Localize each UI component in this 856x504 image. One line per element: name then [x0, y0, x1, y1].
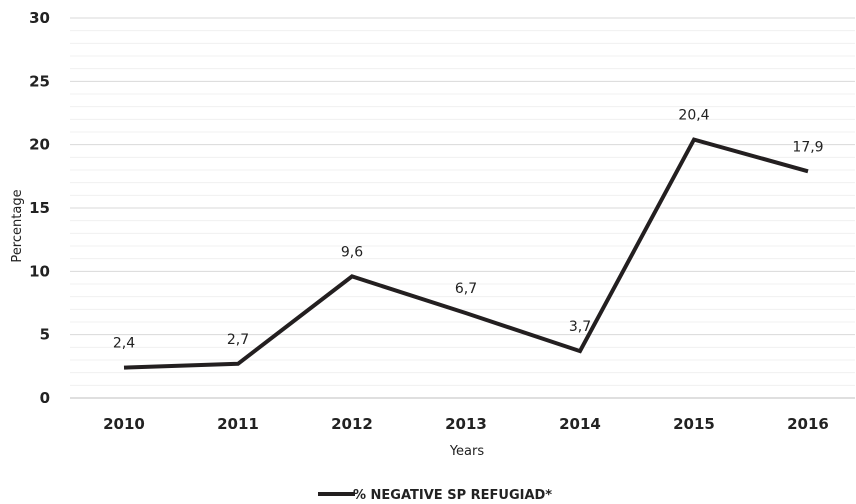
x-tick-label: 2013 — [445, 415, 487, 433]
y-axis-title: Percentage — [10, 189, 25, 262]
data-label: 20,4 — [678, 108, 709, 124]
legend: % NEGATIVE SP REFUGIAD* — [318, 488, 552, 503]
data-label: 2,7 — [227, 332, 249, 348]
data-label: 2,4 — [113, 336, 135, 352]
gridlines — [70, 17, 855, 386]
x-axis-title: Years — [449, 444, 485, 459]
y-tick-label: 15 — [29, 199, 50, 217]
y-tick-label: 10 — [29, 262, 50, 280]
x-tick-label: 2014 — [559, 415, 601, 433]
series-group — [123, 137, 809, 370]
legend-label: % NEGATIVE SP REFUGIAD* — [353, 488, 552, 503]
x-axis-ticks: 2010 2011 2012 2013 2014 2015 2016 — [103, 415, 829, 433]
data-label: 9,6 — [341, 244, 363, 260]
data-label: 17,9 — [792, 139, 823, 155]
x-tick-label: 2015 — [673, 415, 715, 433]
y-tick-label: 20 — [29, 136, 50, 154]
y-tick-label: 30 — [29, 9, 50, 27]
x-tick-label: 2016 — [787, 415, 829, 433]
data-label: 3,7 — [569, 319, 591, 335]
x-tick-label: 2011 — [217, 415, 259, 433]
series-line — [123, 137, 809, 370]
y-tick-label: 0 — [40, 389, 50, 407]
data-label: 6,7 — [455, 281, 477, 297]
y-tick-label: 5 — [40, 326, 50, 344]
x-tick-label: 2010 — [103, 415, 145, 433]
y-axis-ticks: 0 5 10 15 20 25 30 — [29, 9, 50, 407]
data-labels: 2,4 2,7 9,6 6,7 3,7 20,4 17,9 — [113, 108, 824, 352]
y-tick-label: 25 — [29, 72, 50, 90]
x-tick-label: 2012 — [331, 415, 373, 433]
